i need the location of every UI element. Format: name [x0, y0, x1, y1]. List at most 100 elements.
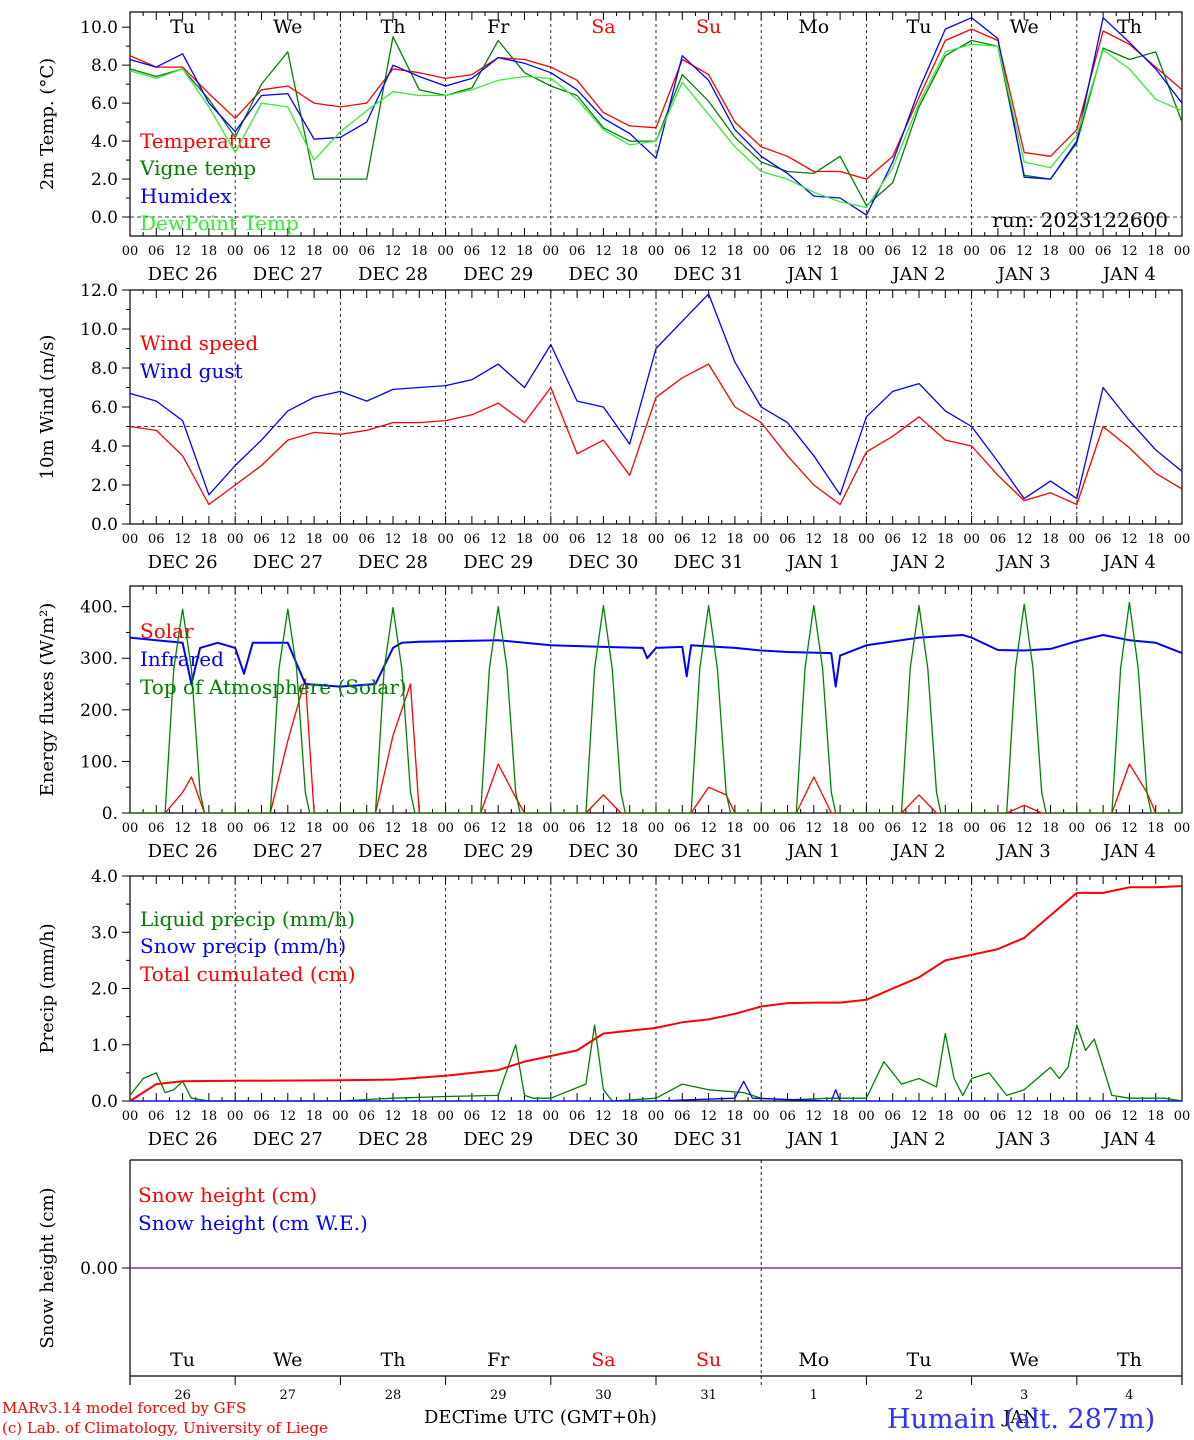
- hour-label: 00: [227, 1109, 244, 1124]
- hour-label: 12: [385, 244, 402, 259]
- hour-label: 12: [174, 1109, 191, 1124]
- hour-label: 12: [911, 1109, 928, 1124]
- hour-label: 18: [306, 532, 323, 547]
- weekday-label: Mo: [798, 1349, 829, 1371]
- legend-entry-1: Liquid precip (mm/h): [140, 907, 355, 931]
- hour-label: 18: [937, 532, 954, 547]
- panel-1: 0.0 2.0 4.0 6.0 8.0 10.0 2m Temp. (°C) Temperat…: [37, 11, 1190, 285]
- hour-label: 00: [963, 244, 980, 259]
- hour-label: 06: [148, 1109, 165, 1124]
- y-tick-label: 400.: [80, 598, 118, 618]
- jan-month-label: JAN: [1001, 1407, 1039, 1428]
- legend-entry-3: Total cumulated (cm): [140, 962, 356, 986]
- hour-label: 18: [832, 532, 849, 547]
- hour-label: 06: [464, 821, 481, 836]
- date-label: DEC 31: [674, 1129, 744, 1150]
- hour-label: 00: [437, 244, 454, 259]
- date-label: JAN 4: [1101, 1129, 1156, 1150]
- day-number: 30: [595, 1388, 612, 1403]
- hour-label: 12: [385, 532, 402, 547]
- y-tick-label: 2.0: [91, 980, 118, 1000]
- hour-label: 18: [832, 1109, 849, 1124]
- hour-label: 00: [648, 821, 665, 836]
- date-label: DEC 30: [568, 1129, 638, 1150]
- series-line-2: [130, 1080, 1182, 1102]
- hour-label: 18: [411, 532, 428, 547]
- date-label: JAN 3: [996, 264, 1051, 285]
- x-axis-title: Time UTC (GMT+0h): [462, 1407, 657, 1428]
- date-label: DEC 27: [253, 552, 323, 573]
- panel-2: 0.0 2.0 4.0 6.0 8.0 10.0 12.0 10m Wind (m/s) Win…: [37, 281, 1190, 573]
- hour-label: 00: [1069, 244, 1086, 259]
- hour-label: 06: [990, 821, 1007, 836]
- hour-label: 00: [437, 532, 454, 547]
- hour-label: 00: [122, 1109, 139, 1124]
- hour-label: 18: [201, 821, 218, 836]
- hour-label: 12: [1121, 1109, 1138, 1124]
- hour-label: 06: [358, 1109, 375, 1124]
- location-label: Humain (alt. 287m): [887, 1404, 1155, 1435]
- hour-label: 18: [937, 821, 954, 836]
- hour-label: 12: [911, 821, 928, 836]
- hour-label: 00: [858, 1109, 875, 1124]
- hour-label: 12: [595, 1109, 612, 1124]
- hour-label: 00: [963, 821, 980, 836]
- y-tick-label: 100.: [80, 752, 118, 772]
- weekday-label: Tu: [907, 1349, 932, 1371]
- hour-label: 00: [543, 532, 560, 547]
- weekday-label: We: [1010, 16, 1039, 38]
- weekday-label: Fr: [487, 1349, 510, 1371]
- hour-label: 06: [358, 244, 375, 259]
- hour-label: 18: [1147, 244, 1164, 259]
- footer: MARv3.14 model forced by GFS (c) Lab. of…: [2, 1399, 1155, 1437]
- date-label: JAN 1: [785, 841, 840, 862]
- weekday-label: Su: [696, 16, 721, 38]
- date-label: DEC 31: [674, 841, 744, 862]
- hour-label: 00: [543, 244, 560, 259]
- date-label: JAN 3: [996, 841, 1051, 862]
- legend-entry-2: Snow height (cm W.E.): [138, 1211, 368, 1235]
- hour-label: 12: [490, 244, 507, 259]
- hour-label: 18: [516, 244, 533, 259]
- day-number: 4: [1125, 1388, 1133, 1403]
- weekday-label: Th: [381, 16, 406, 38]
- date-label: DEC 30: [568, 552, 638, 573]
- hour-label: 00: [648, 532, 665, 547]
- hour-label: 12: [806, 244, 823, 259]
- legend-entry-1: Snow height (cm): [138, 1183, 317, 1207]
- hour-label: 12: [174, 244, 191, 259]
- weekday-label: Tu: [170, 1349, 195, 1371]
- hour-label: 00: [753, 1109, 770, 1124]
- hour-label: 12: [700, 532, 717, 547]
- hour-label: 18: [1042, 244, 1059, 259]
- hour-label: 00: [122, 532, 139, 547]
- date-label: DEC 27: [253, 1129, 323, 1150]
- y-tick-label: 0.0: [91, 515, 118, 535]
- y-tick-label: 1.0: [91, 1036, 118, 1056]
- hour-label: 12: [1121, 532, 1138, 547]
- hour-label: 18: [1042, 1109, 1059, 1124]
- legend-entry-3: Top of Atmosphere (Solar): [140, 675, 407, 699]
- y-axis-label: Energy fluxes (W/m²): [37, 603, 58, 797]
- hour-label: 12: [280, 1109, 297, 1124]
- date-label: DEC 31: [674, 552, 744, 573]
- date-label: DEC 28: [358, 841, 428, 862]
- date-label: JAN 4: [1101, 552, 1156, 573]
- y-tick-label: 0.0: [91, 1092, 118, 1112]
- series-line-1: [129, 363, 1183, 506]
- weekday-label: Mo: [798, 16, 829, 38]
- hour-label: 00: [858, 532, 875, 547]
- hour-label: 06: [779, 821, 796, 836]
- hour-label: 18: [411, 821, 428, 836]
- legend-entry-2: Snow precip (mm/h): [140, 934, 346, 958]
- hour-label: 12: [280, 532, 297, 547]
- hour-label: 06: [884, 532, 901, 547]
- y-tick-label: 0.0: [91, 208, 118, 228]
- y-tick-label: 2.0: [91, 476, 118, 496]
- legend-entry-1: Wind speed: [140, 331, 258, 355]
- hour-label: 00: [963, 1109, 980, 1124]
- hour-label: 00: [227, 532, 244, 547]
- hour-label: 06: [1095, 244, 1112, 259]
- y-axis-label: Snow height (cm): [37, 1187, 58, 1348]
